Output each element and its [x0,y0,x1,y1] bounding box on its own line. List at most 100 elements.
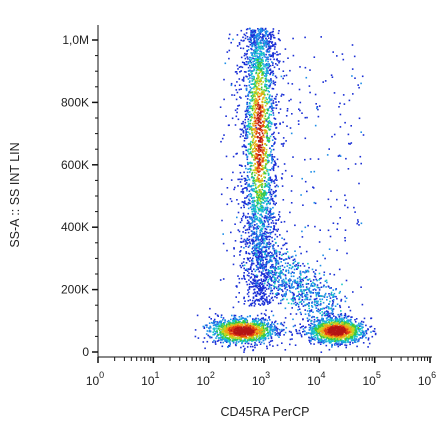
data-point [311,338,314,340]
data-point [284,284,286,286]
data-point [246,274,249,277]
data-point [255,252,258,255]
data-point [356,333,359,335]
data-point [313,338,315,341]
data-point [251,77,253,80]
data-point [262,46,264,49]
data-point [258,193,261,196]
data-point [320,335,323,338]
data-point [255,42,258,45]
data-point [279,60,281,63]
data-point [304,326,306,329]
data-point [259,287,262,289]
data-point [243,267,245,270]
data-point [307,262,309,265]
data-point [351,327,354,330]
data-point [335,339,338,341]
data-point [254,146,256,148]
data-point [237,275,239,277]
data-point [262,297,265,299]
data-point [257,75,259,77]
data-point [321,320,324,322]
data-point [222,278,225,280]
data-point [221,324,223,327]
data-point [349,336,352,338]
data-point [245,341,248,343]
data-point [272,112,275,114]
data-point [267,159,270,162]
data-point [259,53,261,56]
data-point [323,284,325,287]
data-point [316,301,319,304]
data-point [263,219,266,222]
data-point [279,39,281,42]
data-point [269,79,272,82]
data-point [305,269,307,272]
data-point [253,231,256,233]
data-point [246,56,248,58]
data-point [232,319,234,322]
data-point [315,300,318,303]
data-point [229,322,231,324]
data-point [323,341,326,344]
data-point [248,241,251,243]
data-point [245,217,247,219]
data-point [282,199,285,201]
data-point [215,326,217,328]
data-point [208,329,211,332]
data-point [283,294,285,297]
data-point [250,286,253,288]
data-point [345,157,347,160]
data-point [259,203,262,205]
data-point [279,273,281,276]
data-point [271,329,273,331]
data-point [268,225,270,228]
data-point [266,323,268,325]
data-point [247,62,250,65]
data-point [250,234,252,237]
data-point [280,272,282,274]
data-point [246,126,249,128]
data-point [318,319,320,322]
data-point [222,319,224,321]
data-point [240,234,243,237]
data-point [291,299,293,301]
data-point [246,216,249,218]
data-point [292,156,294,158]
data-point [300,281,302,284]
data-point [252,226,255,228]
data-point [273,66,276,69]
data-point [272,72,275,75]
data-point [252,182,254,185]
data-point [270,38,272,41]
data-point [275,107,278,110]
data-point [315,278,317,281]
data-point [253,177,255,180]
data-point [273,226,275,229]
data-point [238,164,241,166]
data-point [219,279,222,281]
data-point [357,324,359,326]
data-point [264,276,266,279]
data-point [257,28,259,30]
data-point [212,324,215,327]
data-point [318,330,320,333]
data-point [262,267,264,270]
data-point [262,210,264,213]
data-point [264,258,267,261]
data-point [249,257,252,259]
data-point [265,266,267,268]
data-point [260,46,263,49]
data-point [274,253,276,255]
data-point [240,39,242,42]
data-point [251,80,254,82]
data-point [351,335,354,337]
data-point [272,62,274,64]
data-point [276,323,279,325]
data-point [345,335,348,337]
data-point [287,262,289,265]
data-point [268,235,270,238]
data-point [267,174,270,176]
data-point [268,325,270,328]
data-point [255,102,257,104]
